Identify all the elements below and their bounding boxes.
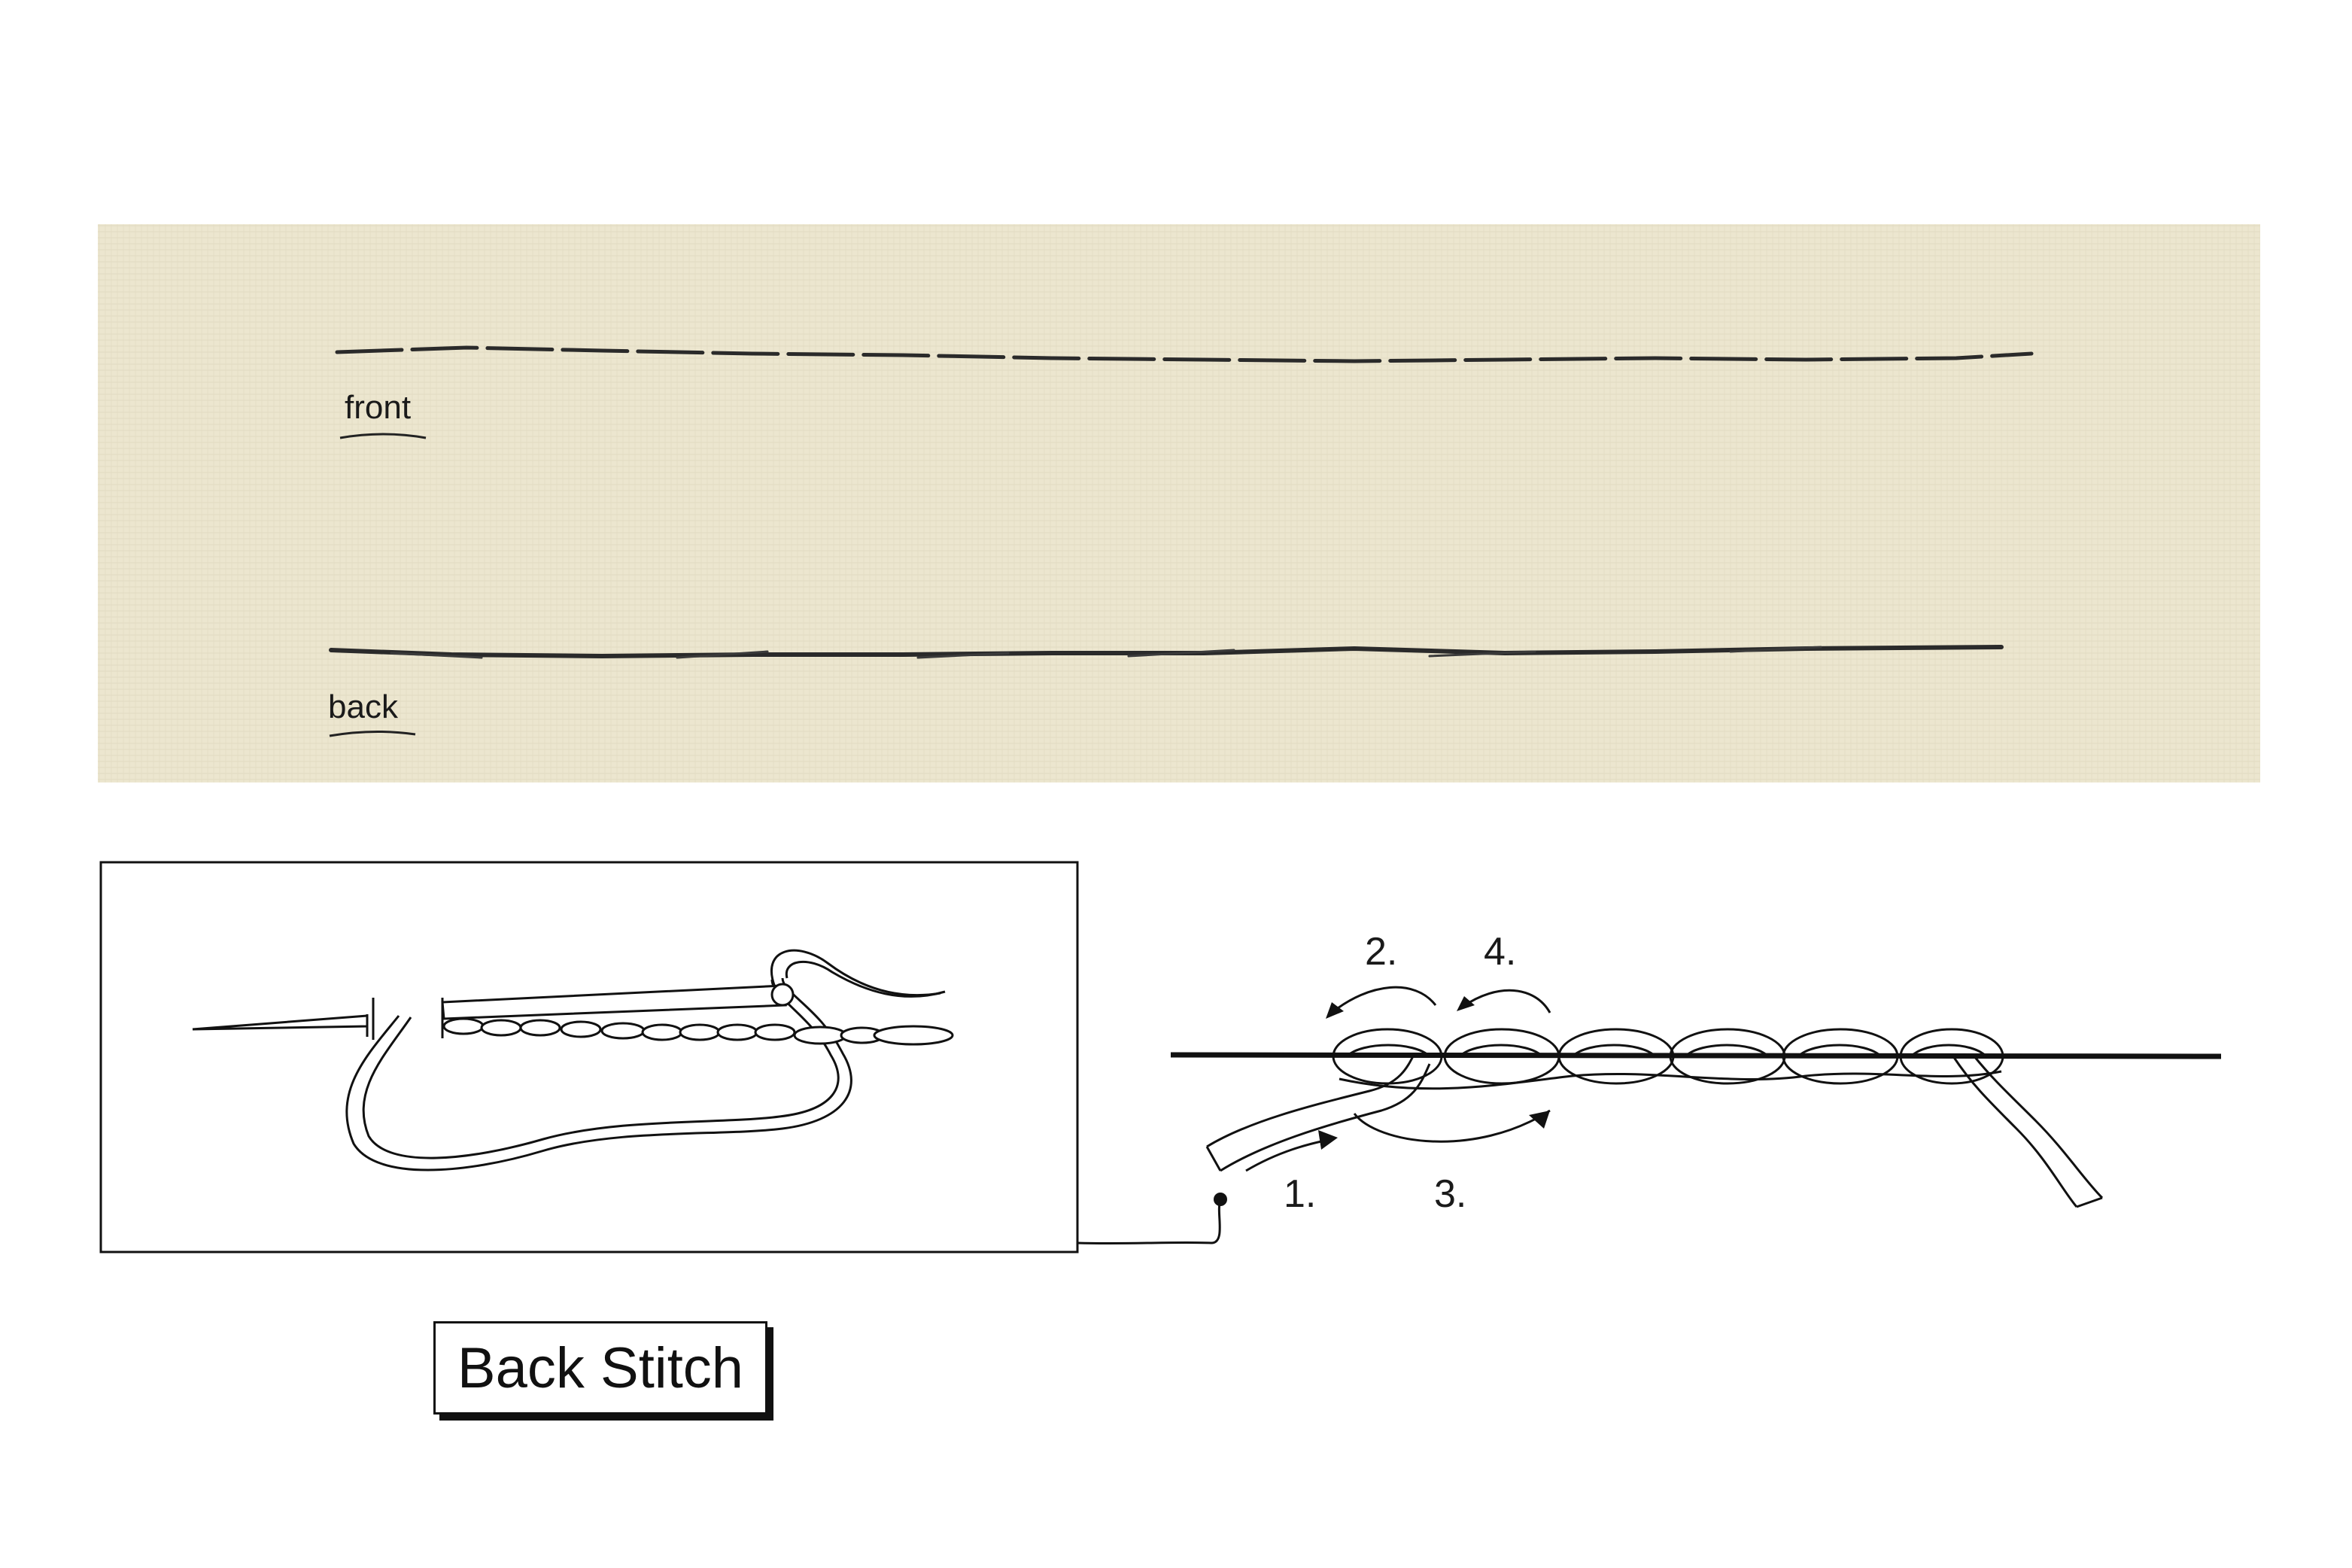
front-underline	[339, 433, 427, 439]
fabric-line	[1170, 1052, 2222, 1059]
arrow-heads	[1318, 996, 1550, 1150]
stitch-beads	[442, 1017, 954, 1046]
outgoing-thread-2	[1973, 1056, 2104, 1199]
front-label: front	[345, 389, 411, 426]
thread-tail-outer	[785, 960, 946, 998]
back-stitch-overlap	[390, 646, 1822, 659]
outgoing-thread-end	[2076, 1196, 2103, 1208]
front-stitch-line	[335, 345, 2034, 363]
step-label-3: 3.	[1434, 1172, 1466, 1216]
thread-loop	[345, 977, 852, 1171]
diagram-title: Back Stitch	[457, 1336, 744, 1400]
connector-dot	[1214, 1193, 1227, 1206]
incoming-thread-2	[1220, 1063, 1431, 1172]
back-underline	[329, 730, 416, 737]
under-stitch	[1339, 1070, 2002, 1090]
step-label-1: 1.	[1284, 1172, 1316, 1216]
connector-line	[1077, 1200, 1222, 1245]
stitch-loop-inner	[1345, 1044, 1988, 1058]
step-label-4: 4.	[1484, 930, 1516, 974]
needle	[192, 983, 795, 1040]
step-label-2: 2.	[1365, 930, 1397, 974]
back-stitch-line	[329, 645, 2004, 659]
fabric-texture	[98, 224, 2260, 782]
thread-loop-inner	[362, 979, 840, 1159]
back-label: back	[328, 688, 399, 725]
incoming-thread-end	[1205, 1146, 1222, 1171]
thread-tail	[770, 949, 941, 997]
needle-illustration-box	[99, 861, 1079, 1253]
step-arrows	[1245, 986, 1551, 1172]
outgoing-thread	[1952, 1056, 2078, 1208]
incoming-thread	[1206, 1053, 1416, 1148]
title-box: Back Stitch	[433, 1321, 767, 1415]
